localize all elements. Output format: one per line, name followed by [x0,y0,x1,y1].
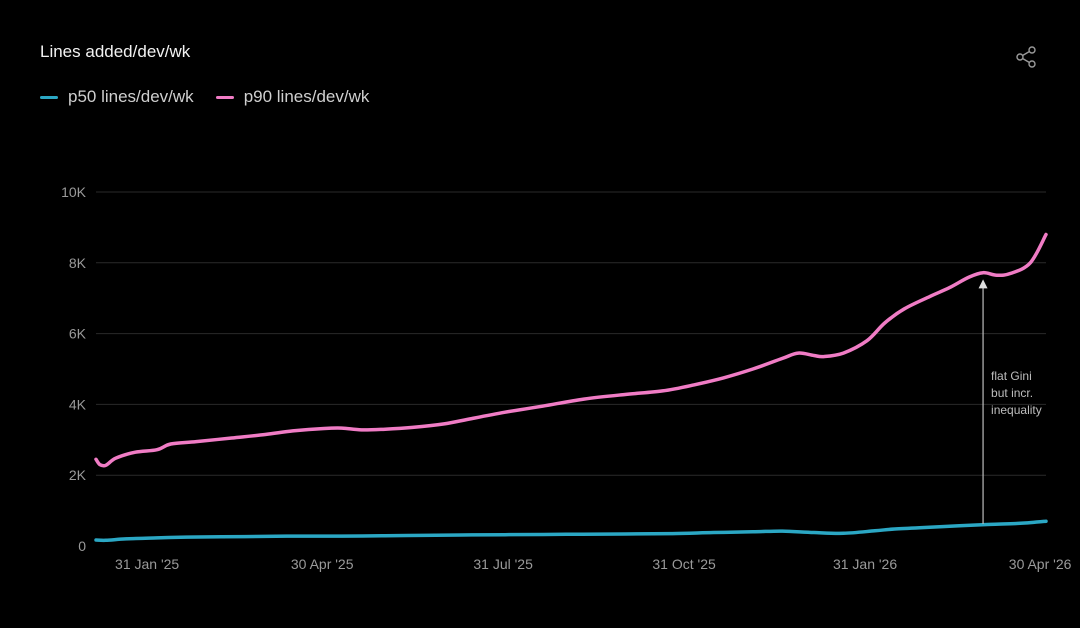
annotation-label: flat Gini [991,369,1032,383]
legend-swatch-p50 [40,95,58,99]
x-tick-label: 30 Apr '25 [291,556,354,572]
y-tick-label: 4K [69,396,87,412]
series-line-p90 [94,232,1048,468]
annotation-label: but incr. [991,386,1033,400]
legend-item-p90[interactable]: p90 lines/dev/wk [215,87,370,107]
legend-label-p50: p50 lines/dev/wk [68,87,194,106]
y-tick-label: 10K [61,184,87,200]
y-tick-label: 6K [69,326,87,342]
x-tick-label: 31 Jul '25 [473,556,533,572]
chart-title: Lines added/dev/wk [40,42,191,61]
legend-item-p50[interactable]: p50 lines/dev/wk [40,87,194,107]
annotation-label: inequality [991,403,1042,417]
series-line-p50 [94,519,1048,543]
x-tick-label: 31 Jan '26 [833,556,897,572]
legend-swatch-p90 [215,95,234,99]
legend-label-p90: p90 lines/dev/wk [243,87,370,106]
y-tick-label: 2K [69,467,87,483]
y-tick-label: 0 [78,538,86,554]
x-tick-label: 31 Oct '25 [652,556,716,572]
share-button[interactable] [1012,44,1040,70]
y-tick-label: 8K [69,255,87,271]
x-tick-label: 31 Jan '25 [115,556,179,572]
x-tick-label: 30 Apr '26 [1009,556,1072,572]
annotation-arrowhead [978,279,988,289]
share-icon [1016,46,1036,68]
chart-legend: p50 lines/dev/wk p90 lines/dev/wk [40,87,369,107]
